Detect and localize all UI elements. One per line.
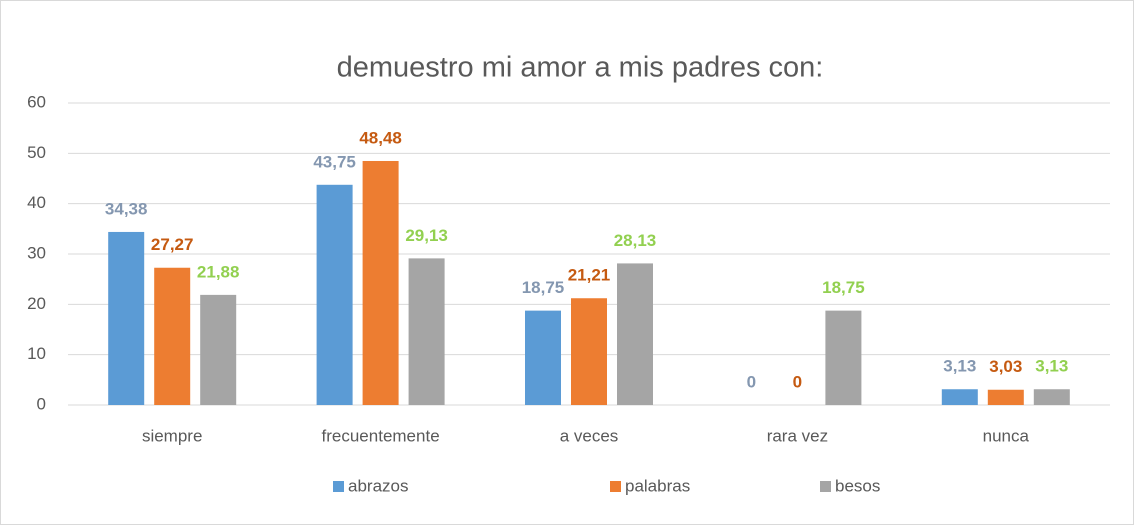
y-tick-label: 60	[27, 92, 46, 111]
bar	[525, 310, 561, 405]
legend-swatch	[333, 481, 344, 492]
bar	[200, 294, 237, 405]
legend-swatch	[610, 481, 621, 492]
y-tick-label: 10	[27, 344, 46, 363]
bar	[1033, 389, 1070, 405]
bar	[362, 160, 399, 405]
data-label: 3,13	[1035, 357, 1068, 376]
data-label: 34,38	[105, 199, 148, 218]
bar	[154, 267, 191, 405]
x-tick-label: siempre	[142, 426, 202, 445]
bar	[941, 389, 978, 405]
data-label: 28,13	[614, 231, 657, 250]
y-tick-label: 30	[27, 243, 46, 262]
legend-label: abrazos	[348, 476, 408, 495]
chart-title: demuestro mi amor a mis padres con:	[337, 52, 824, 84]
bar	[987, 389, 1024, 405]
data-label: 29,13	[405, 226, 448, 245]
bar	[571, 298, 607, 405]
legend-label: besos	[835, 476, 880, 495]
y-tick-label: 0	[37, 394, 46, 413]
y-tick-label: 20	[27, 294, 46, 313]
data-label: 3,03	[989, 357, 1022, 376]
data-label: 0	[747, 372, 756, 391]
x-tick-label: a veces	[560, 426, 619, 445]
legend-label: palabras	[625, 476, 690, 495]
data-label: 0	[793, 372, 802, 391]
data-label: 43,75	[313, 152, 356, 171]
y-tick-label: 40	[27, 193, 46, 212]
bar	[316, 184, 353, 405]
data-label: 3,13	[943, 357, 976, 376]
bar	[108, 231, 145, 405]
bar	[825, 310, 862, 405]
bar	[408, 258, 445, 405]
data-label: 27,27	[151, 235, 194, 254]
bar	[617, 263, 653, 405]
x-tick-label: frecuentemente	[322, 426, 440, 445]
x-tick-label: nunca	[983, 426, 1030, 445]
y-tick-label: 50	[27, 143, 46, 162]
data-label: 18,75	[522, 278, 565, 297]
data-label: 18,75	[822, 278, 865, 297]
data-label: 21,88	[197, 262, 240, 281]
data-label: 48,48	[359, 128, 402, 147]
legend-swatch	[820, 481, 831, 492]
data-label: 21,21	[568, 266, 611, 285]
x-tick-label: rara vez	[767, 426, 828, 445]
